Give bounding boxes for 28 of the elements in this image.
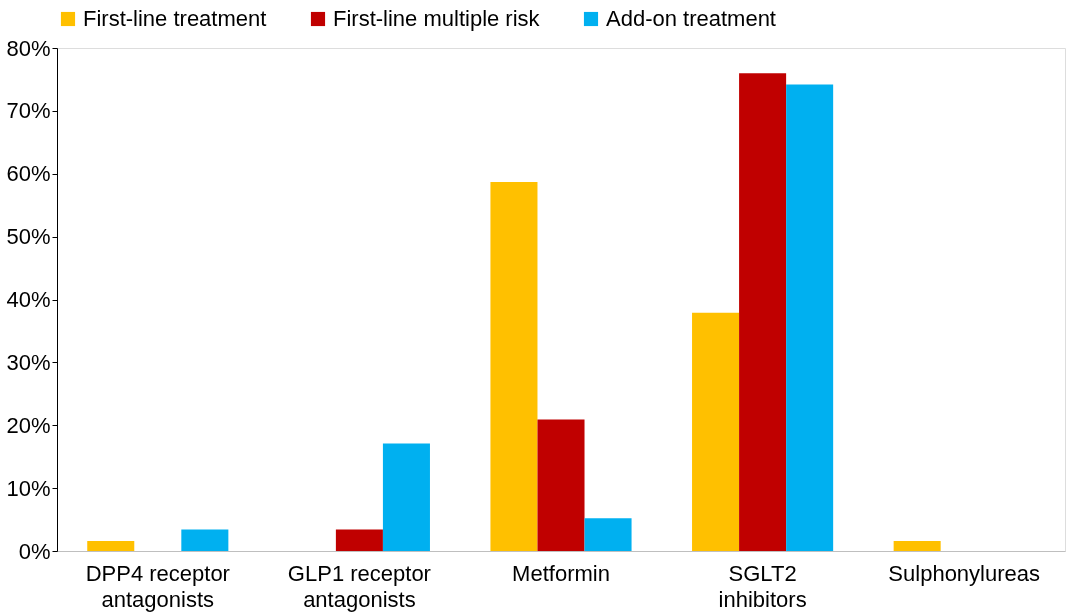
bar — [181, 529, 229, 551]
bar — [786, 84, 834, 551]
x-tick-label: GLP1 receptor antagonists — [287, 560, 431, 612]
bar — [739, 73, 787, 551]
y-tick-label: 40% — [6, 287, 51, 312]
bar — [335, 529, 383, 551]
y-tick-label: 30% — [6, 349, 51, 375]
y-tick-label: 20% — [6, 412, 51, 438]
legend-label: Add-on treatment — [606, 6, 776, 31]
legend-label: First-line treatment — [83, 6, 267, 31]
y-tick-label: 10% — [6, 475, 51, 501]
x-tick-label: Sulphonylureas — [888, 560, 1041, 586]
y-tick-label: 0% — [18, 538, 51, 564]
bar — [87, 540, 135, 551]
legend-label: First-line multiple risk — [333, 6, 541, 31]
y-tick-label: 70% — [6, 98, 51, 124]
x-tick-label: DPP4 receptor antagonists — [85, 560, 230, 612]
y-tick-label: 80% — [6, 35, 51, 61]
bar — [490, 181, 538, 551]
bar — [382, 443, 430, 551]
y-tick-label: 50% — [6, 224, 51, 250]
bar — [537, 419, 585, 551]
y-tick-label: 60% — [6, 161, 51, 187]
bar — [584, 518, 632, 551]
x-tick-label: SGLT2 inhibitors — [718, 560, 807, 612]
bar — [893, 540, 941, 551]
x-tick-label: Metformin — [512, 560, 610, 586]
bar — [692, 312, 740, 551]
